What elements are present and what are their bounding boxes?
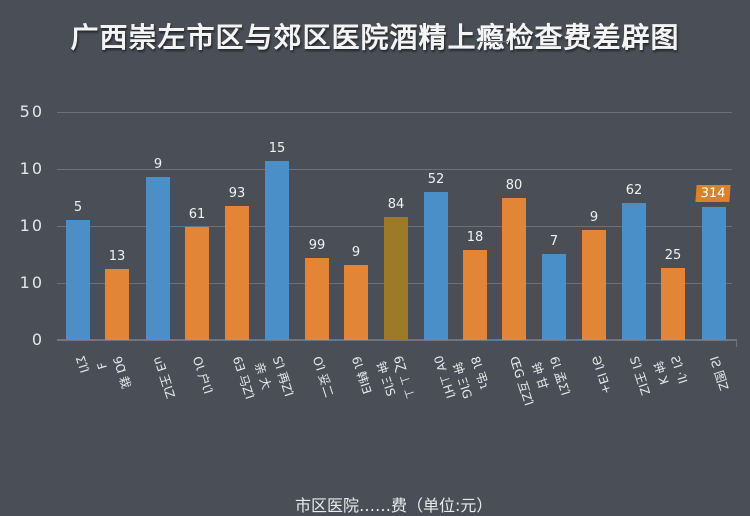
gridline [57, 169, 732, 170]
gridline [57, 112, 732, 113]
bar[interactable] [225, 206, 249, 340]
bar-value-label: 9 [351, 245, 361, 260]
bar[interactable] [265, 161, 289, 340]
bar-value-label: 93 [228, 186, 246, 201]
bar[interactable] [305, 258, 329, 340]
bar[interactable] [185, 227, 209, 340]
bar-value-label: 18 [466, 230, 484, 245]
bar-value-label: 80 [505, 178, 523, 193]
bar[interactable] [344, 265, 368, 340]
bar-value-label: 314 [695, 185, 731, 202]
bar-value-label: 7 [549, 234, 559, 249]
bar[interactable] [146, 177, 170, 340]
x-tick-label: ΙƧ 图Ζ [706, 354, 731, 393]
y-tick-label: 50 [19, 102, 44, 121]
bar-value-label: 25 [664, 248, 682, 263]
x-axis-title: 市区医院……费（单位:元） [295, 496, 493, 515]
bar-value-label: 15 [268, 141, 286, 156]
x-tick-label: SΊ 再ΖΊ 亲 大 [251, 354, 296, 399]
chart-title: 广西崇左市区与郊区医院酒精上瘾检查费差辟图 [70, 21, 680, 54]
bar[interactable] [463, 250, 487, 340]
y-tick-label: 0 [31, 330, 44, 349]
bar[interactable] [582, 230, 606, 340]
x-tick-label: uƎ 王ƖΖ [150, 354, 178, 401]
bar-value-label: 99 [308, 238, 326, 253]
bar[interactable] [661, 268, 685, 340]
title-decoration [478, 41, 508, 42]
bar-value-label: 61 [188, 207, 206, 222]
x-tick-label: SΊ 王ΙΖ [626, 354, 653, 398]
x-axis-end-tick [736, 339, 737, 347]
bar[interactable] [702, 207, 726, 340]
x-axis-line [57, 339, 737, 341]
y-tick-label: 10 [19, 273, 44, 292]
x-tick-label: ΣΊΊ [72, 354, 92, 375]
bar-value-label: 84 [387, 197, 405, 212]
bar[interactable] [542, 254, 566, 340]
bar-value-label: 52 [427, 172, 445, 187]
bar[interactable] [66, 220, 90, 340]
bar-value-label: 5 [73, 200, 83, 215]
x-tick-label: 6Ɩ 韩ΙƎ [348, 354, 375, 396]
bar[interactable] [384, 217, 408, 340]
bar-value-label: 62 [625, 183, 643, 198]
bar[interactable] [424, 192, 448, 340]
x-tick-label: OƖ 户ƖΊ [189, 354, 216, 396]
bar-value-label: 9 [589, 210, 599, 225]
y-tick-label: 10 [19, 159, 44, 178]
x-tick-label: OΊ 妥二 [309, 354, 337, 400]
x-tick-label: ƧΊ ·ΊΙ 钟 ꓘ [650, 354, 690, 387]
x-tick-label: 6Ɀ ⊥ ⊥ 钟 ΞΊS [373, 354, 418, 401]
bar[interactable] [105, 269, 129, 340]
y-tick-label: 10 [19, 216, 44, 235]
bar-value-label: 13 [108, 249, 126, 264]
bar[interactable] [502, 198, 526, 340]
bar-value-label: 9 [153, 157, 163, 172]
x-tick-label: ƏΊ ΙƎ+ [588, 354, 615, 396]
bar[interactable] [622, 203, 646, 340]
